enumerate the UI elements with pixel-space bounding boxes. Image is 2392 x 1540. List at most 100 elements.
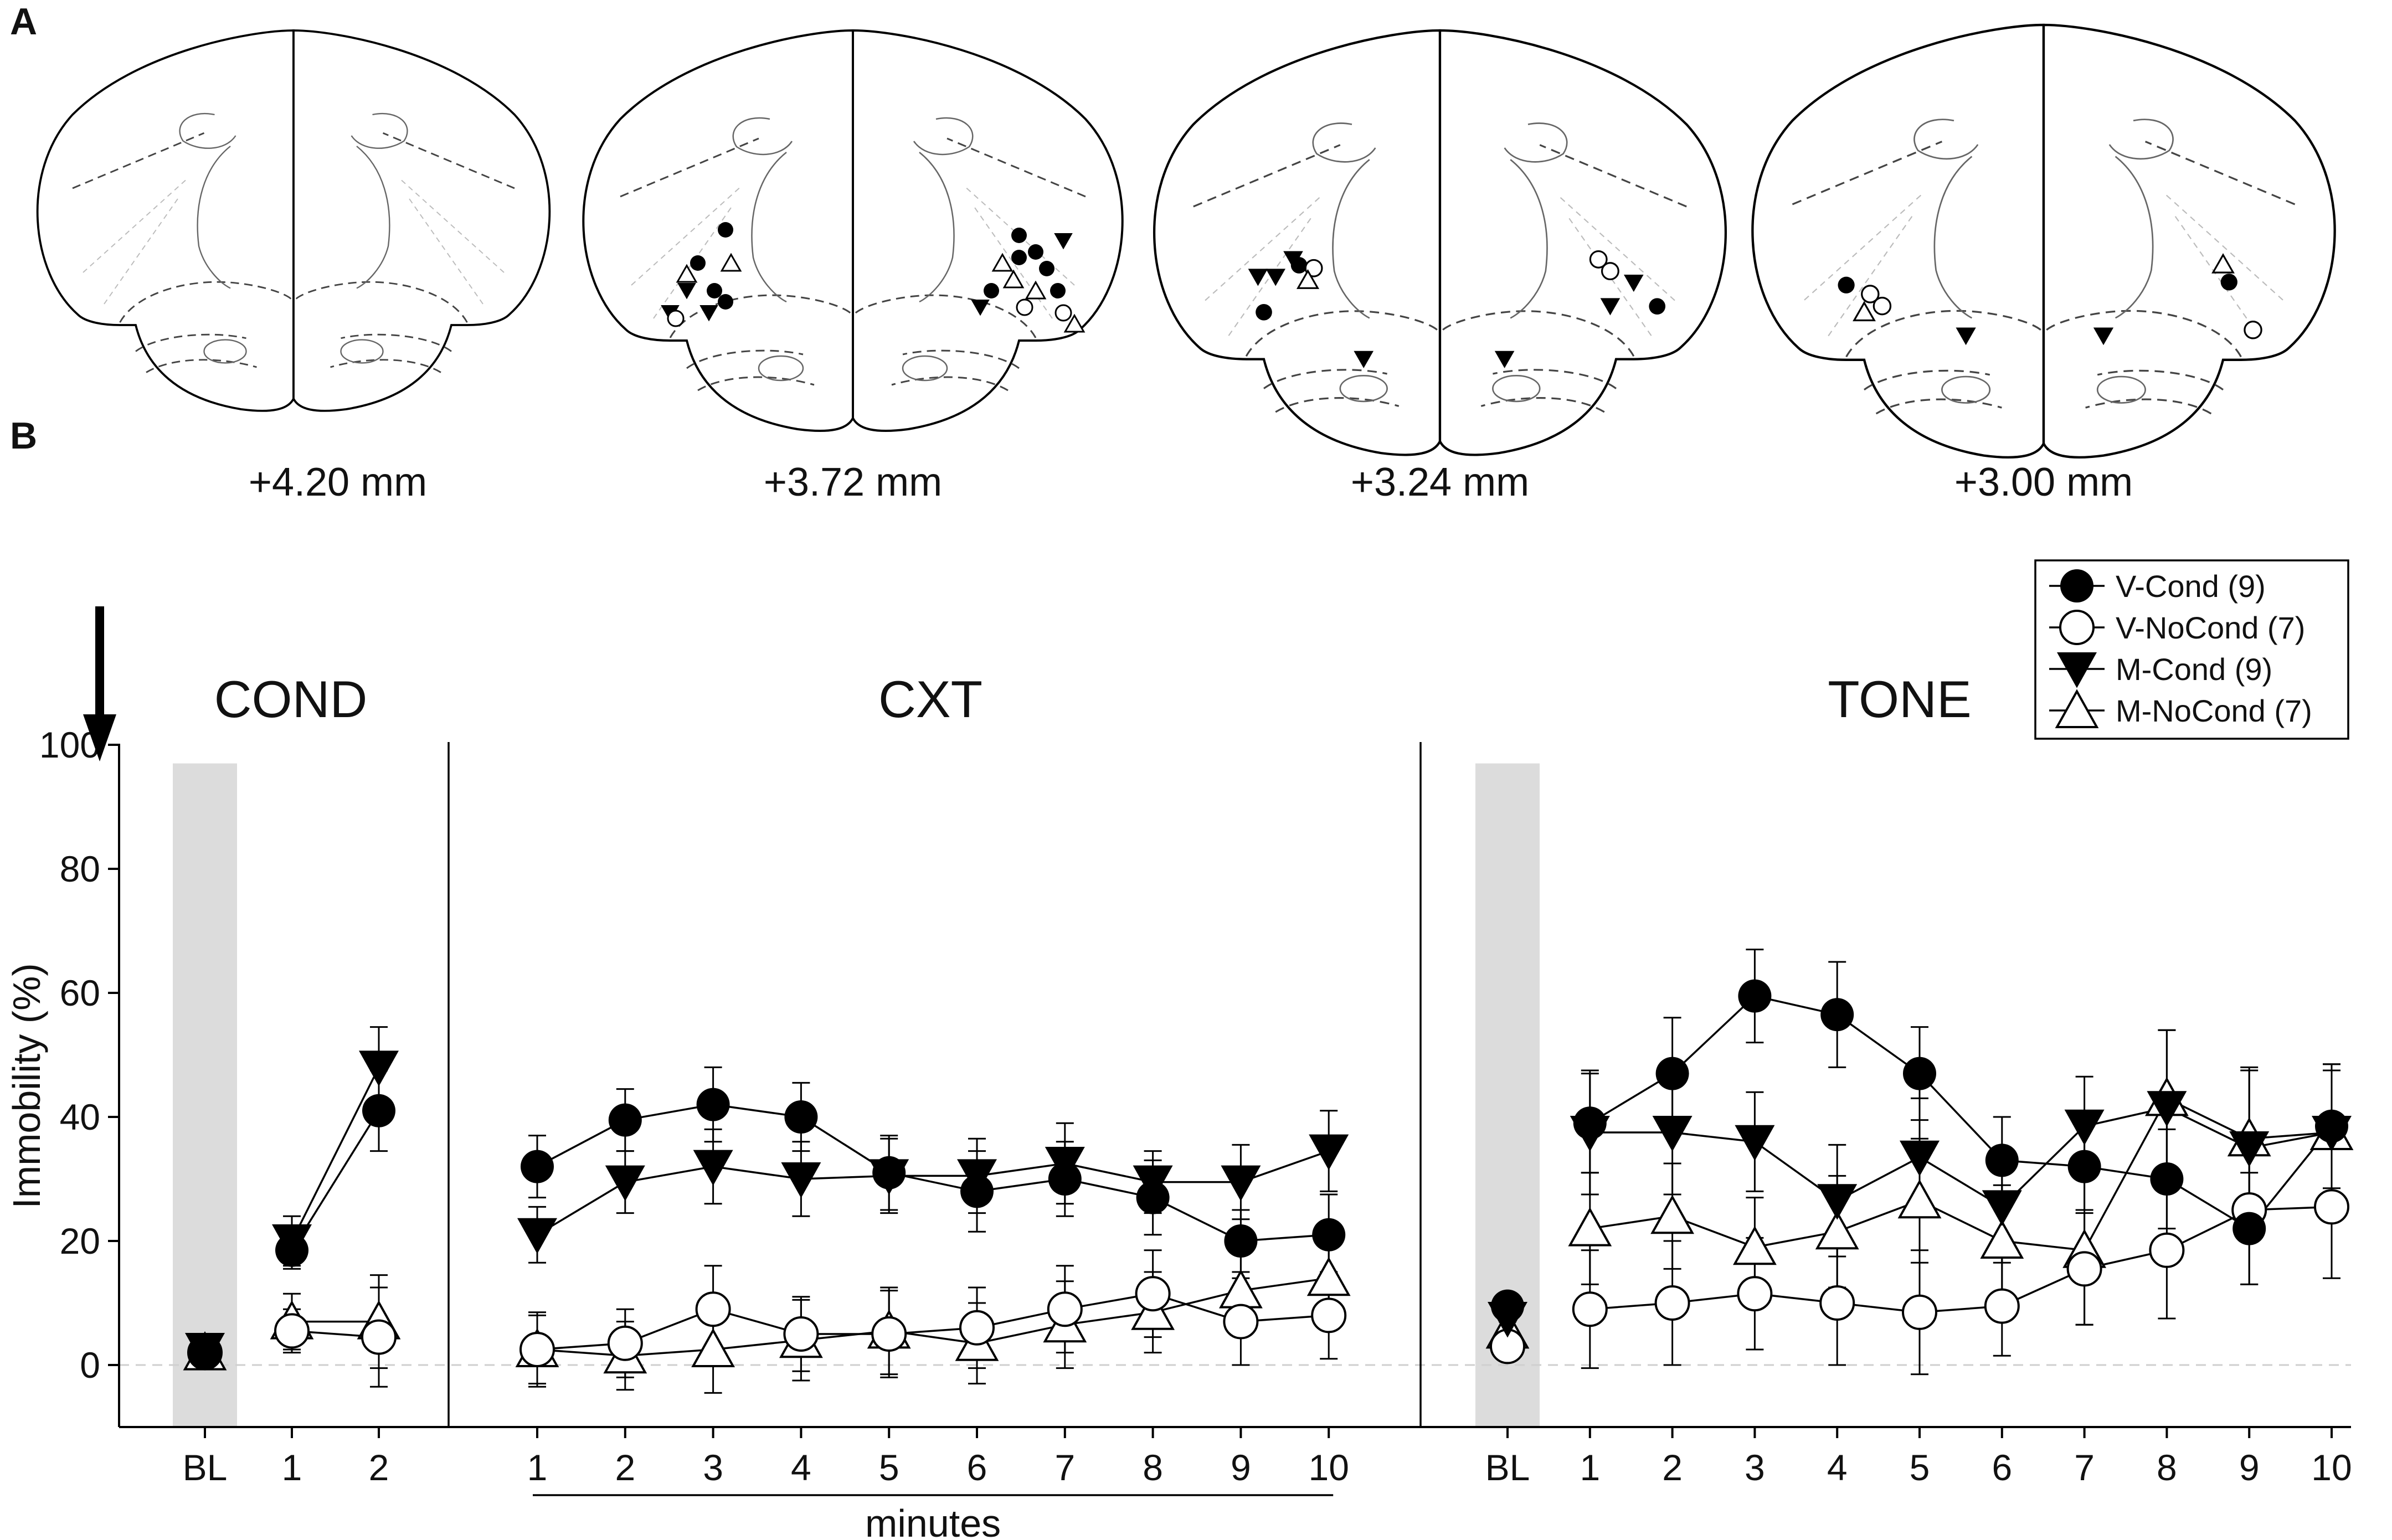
marker-open-circle — [667, 310, 685, 327]
legend-label: M-NoCond (7) — [2116, 693, 2312, 728]
data-point-open-triangle — [1815, 1210, 1859, 1250]
series-markers-filled-circle — [188, 979, 2348, 1369]
section-coordinate-label: +3.24 mm — [1351, 460, 1529, 504]
marker-filled-triangle — [1248, 269, 1268, 286]
marker-filled-triangle — [2093, 327, 2114, 346]
data-point-open-circle — [2059, 610, 2095, 645]
data-point-filled-triangle — [605, 1165, 645, 1202]
x-tick-label: 2 — [1662, 1447, 1683, 1488]
series-line — [1589, 1106, 2332, 1208]
brain-right-hemisphere — [2044, 25, 2335, 457]
data-point-filled-circle — [1655, 1057, 1689, 1090]
marker-open-triangle — [1063, 313, 1086, 333]
series-line — [1589, 1206, 2332, 1314]
brain-right-hemisphere — [852, 29, 1124, 432]
series-line — [537, 1292, 1329, 1351]
marker-open-triangle — [720, 253, 742, 272]
marker-filled-circle — [984, 283, 999, 298]
marker-filled-triangle — [1354, 351, 1374, 368]
data-point-open-circle — [1223, 1304, 1259, 1340]
legend-marker — [2055, 689, 2099, 728]
data-point-open-triangle — [2055, 689, 2099, 728]
x-tick-label: 6 — [1992, 1447, 2012, 1488]
brain-right-hemisphere — [1440, 30, 1726, 455]
marker-open-triangle — [1002, 269, 1025, 289]
marker-filled-circle — [1256, 303, 1272, 321]
data-point-open-triangle — [1980, 1219, 2024, 1259]
series-line — [537, 1150, 1329, 1236]
x-tick-label: 8 — [2157, 1447, 2177, 1488]
phase-title-cxt: CXT — [878, 670, 982, 728]
x-tick-label: 9 — [1231, 1447, 1251, 1488]
x-tick-label: 4 — [1827, 1447, 1848, 1488]
data-point-open-circle — [2066, 1251, 2102, 1287]
series-line — [291, 1067, 380, 1242]
data-point-open-circle — [274, 1313, 310, 1349]
data-point-filled-circle — [2232, 1212, 2266, 1245]
data-point-filled-circle — [784, 1100, 818, 1134]
marker-filled-circle — [1050, 283, 1066, 298]
marker-open-circle — [1601, 262, 1619, 281]
data-point-open-circle — [2149, 1232, 2185, 1268]
series-line — [1589, 1097, 2332, 1251]
data-point-filled-circle — [188, 1336, 222, 1369]
data-point-filled-circle — [1136, 1181, 1170, 1214]
marker-filled-triangle — [699, 305, 718, 322]
y-axis-label: Immobility (%) — [5, 963, 48, 1208]
data-point-filled-triangle — [781, 1162, 821, 1198]
legend-label: V-NoCond (7) — [2116, 610, 2305, 645]
x-tick-label: 3 — [1745, 1447, 1765, 1488]
marker-open-triangle — [1296, 269, 1320, 289]
data-point-filled-triangle — [1817, 1184, 1858, 1220]
y-tick-label: 20 — [60, 1220, 100, 1261]
brain-section-1 — [36, 29, 551, 412]
data-point-filled-triangle — [1982, 1190, 2022, 1226]
section-coordinate-label: +3.72 mm — [764, 460, 942, 504]
data-point-filled-circle — [2150, 1162, 2184, 1196]
data-point-open-circle — [1572, 1291, 1608, 1327]
data-point-open-circle — [2314, 1189, 2349, 1225]
legend-marker — [2057, 652, 2097, 688]
data-point-filled-triangle — [1309, 1134, 1349, 1171]
series-markers-open-circle — [187, 1189, 2349, 1371]
data-point-filled-circle — [1820, 998, 1854, 1032]
x-tick-label: 6 — [967, 1447, 987, 1488]
data-point-filled-circle — [1048, 1162, 1082, 1196]
data-point-filled-circle — [1738, 979, 1772, 1013]
data-point-open-circle — [607, 1325, 643, 1361]
panel-letter-a: A — [10, 1, 37, 43]
data-point-filled-triangle — [2057, 652, 2097, 688]
data-point-filled-triangle — [2147, 1091, 2187, 1127]
data-point-filled-circle — [1312, 1218, 1346, 1251]
data-point-open-triangle — [1650, 1194, 1695, 1234]
marker-open-circle — [1054, 304, 1072, 322]
section-coordinate-label: +4.20 mm — [249, 460, 427, 504]
data-point-open-triangle — [1568, 1207, 1612, 1247]
data-point-filled-circle — [275, 1233, 308, 1267]
marker-filled-circle — [690, 255, 706, 271]
x-tick-label: 10 — [1308, 1447, 1349, 1488]
marker-filled-triangle — [677, 283, 696, 300]
phase-title-cond: COND — [214, 670, 368, 728]
legend: V-Cond (9) V-NoCond (7) M-Cond (9) M-NoCond… — [2034, 559, 2349, 740]
marker-open-triangle — [1025, 280, 1047, 300]
data-point-filled-circle — [362, 1094, 395, 1127]
marker-filled-triangle — [1054, 233, 1073, 250]
brain-left-hemisphere — [1154, 30, 1440, 455]
data-point-open-circle — [1737, 1276, 1773, 1312]
series-markers-open-triangle-up — [183, 1077, 2354, 1374]
brain-right-hemisphere — [292, 29, 551, 412]
brain-sections: +4.20 mm +3.72 mm +3.24 mm +3.00 mm — [36, 25, 2335, 504]
data-point-open-circle — [1311, 1297, 1347, 1333]
brain-section-3 — [1154, 30, 1726, 455]
marker-filled-circle — [1039, 261, 1054, 276]
legend-label: M-Cond (9) — [2116, 652, 2272, 687]
x-tick-label: 2 — [615, 1447, 635, 1488]
data-point-open-circle — [783, 1316, 819, 1352]
data-point-open-triangle — [1732, 1225, 1777, 1265]
marker-filled-triangle — [1266, 269, 1286, 286]
marker-open-triangle — [991, 253, 1014, 272]
series-lines-filled-circle — [196, 949, 2340, 1360]
